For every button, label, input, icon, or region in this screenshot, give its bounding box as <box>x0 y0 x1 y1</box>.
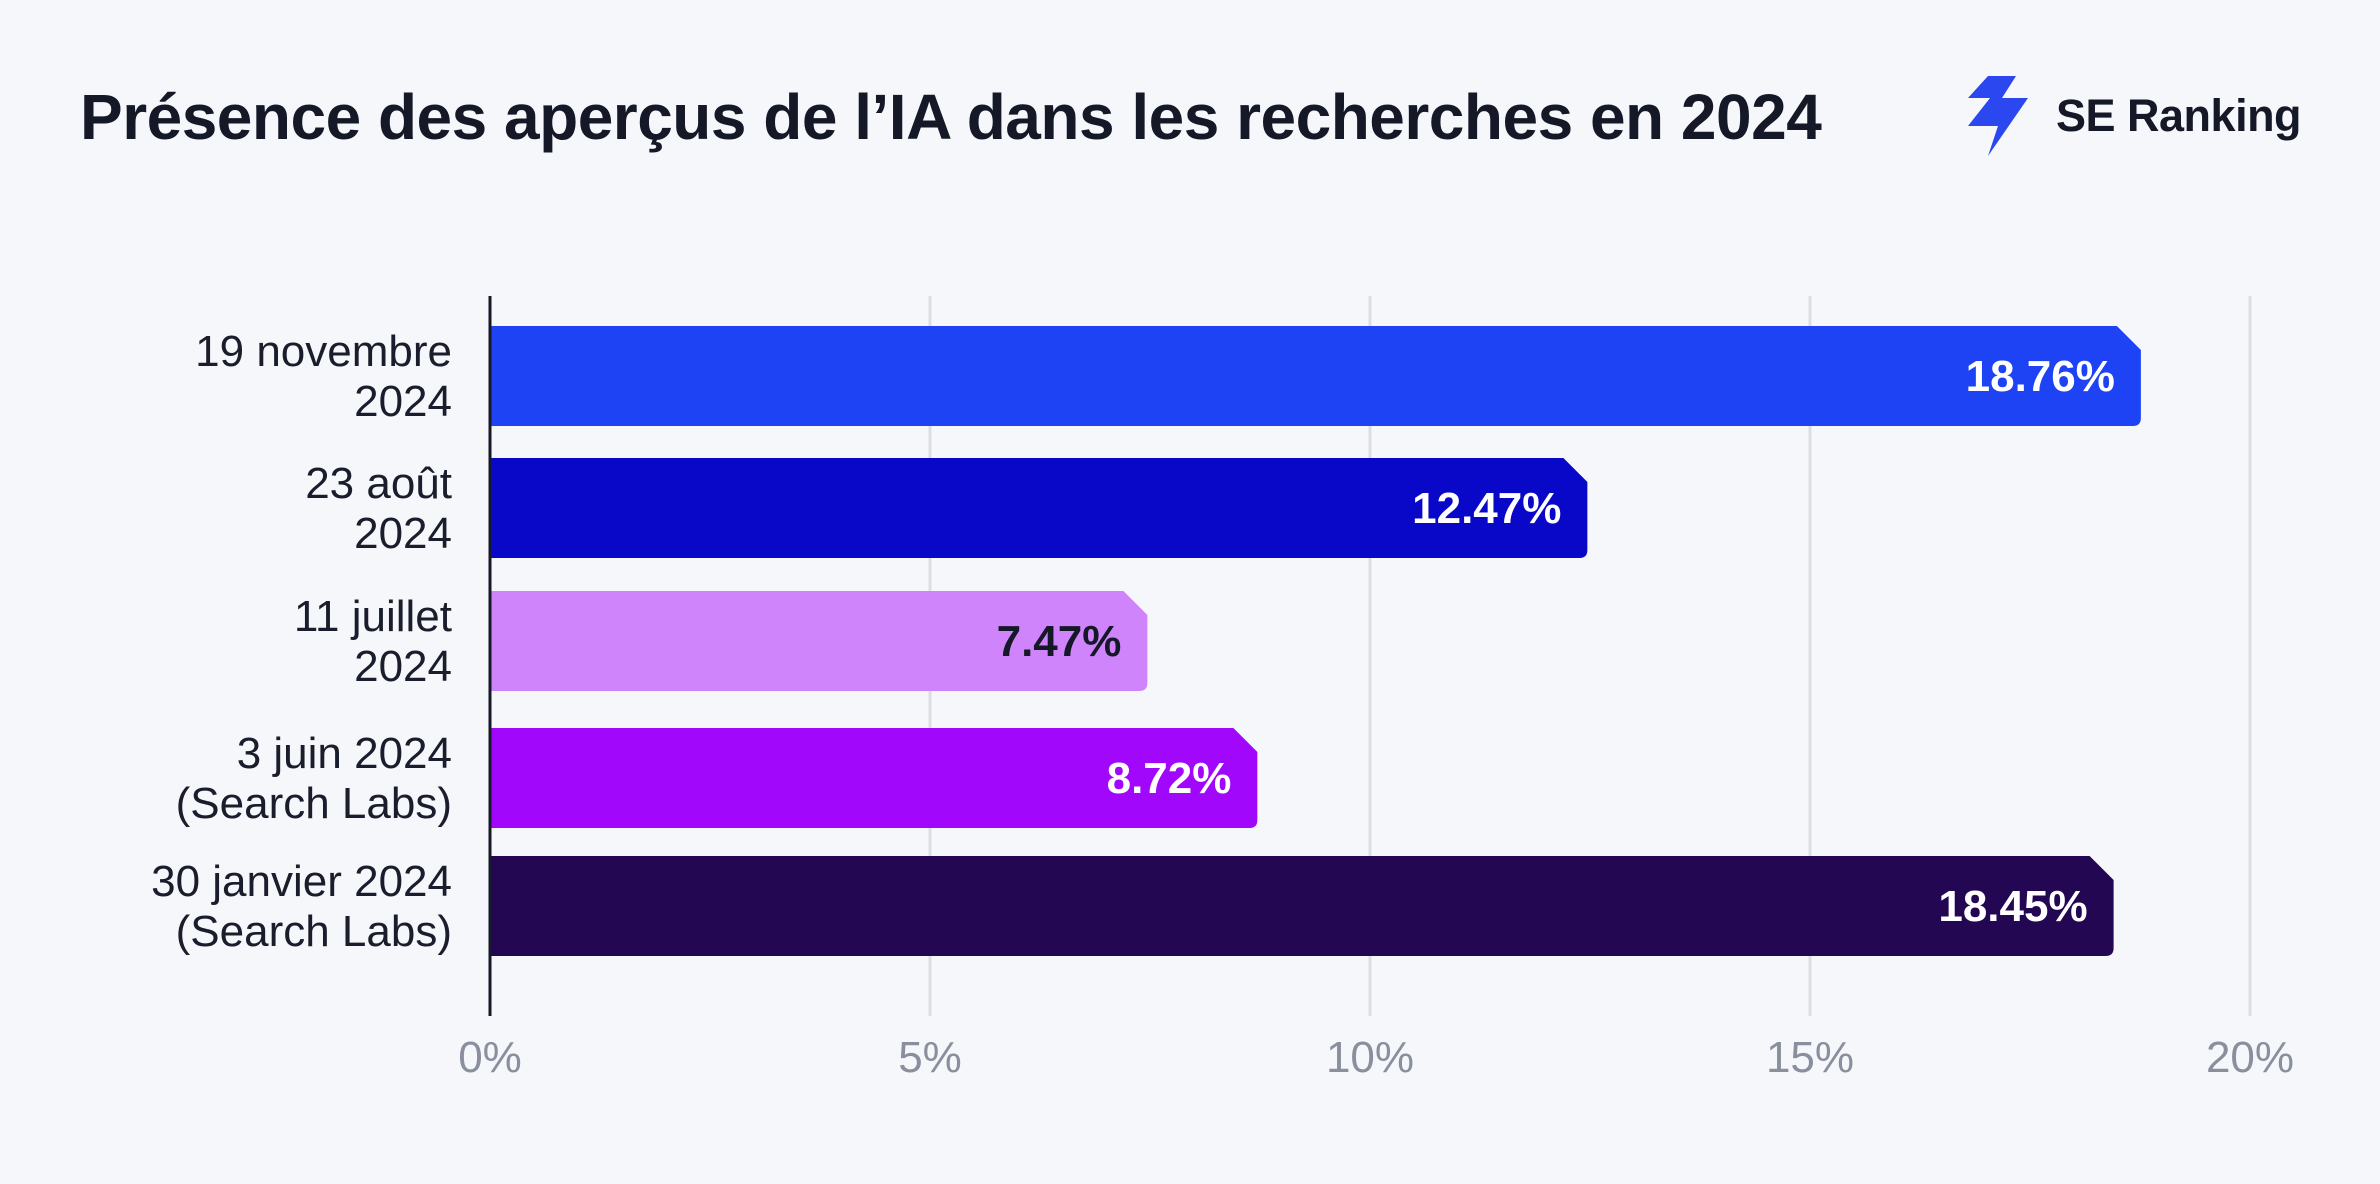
brand-name: SE Ranking <box>2056 90 2302 141</box>
category-label: 11 juillet 2024 <box>294 592 452 691</box>
x-tick-label: 0% <box>458 1033 522 1082</box>
category-label-line: 3 juin 2024 <box>237 729 452 778</box>
chart-title: Présence des aperçus de l’IA dans les re… <box>80 81 1822 153</box>
category-label: 30 janvier 2024 (Search Labs) <box>151 857 452 956</box>
x-tick-label: 10% <box>1326 1033 1414 1082</box>
x-tick-label: 5% <box>898 1033 962 1082</box>
brand-logo: SE Ranking <box>1968 76 2302 156</box>
bar-value-label: 8.72% <box>1107 754 1232 803</box>
category-label-line: (Search Labs) <box>176 779 452 828</box>
category-label-line: 2024 <box>354 509 452 558</box>
x-tick-label: 15% <box>1766 1033 1854 1082</box>
bar <box>490 591 1148 691</box>
category-label-line: 30 janvier 2024 <box>151 857 452 906</box>
bar-value-label: 7.47% <box>997 617 1122 666</box>
category-label-line: 2024 <box>354 642 452 691</box>
category-label-line: 2024 <box>354 377 452 426</box>
category-label-line: (Search Labs) <box>176 907 452 956</box>
category-label-line: 19 novembre <box>195 327 452 376</box>
se-ranking-bolt-icon <box>1968 76 2028 156</box>
category-label: 23 août 2024 <box>305 459 452 558</box>
bar-value-label: 18.76% <box>1966 352 2115 401</box>
bar <box>490 728 1258 828</box>
category-label-line: 11 juillet <box>294 592 452 641</box>
category-label: 19 novembre 2024 <box>195 327 452 426</box>
bar <box>490 326 2141 426</box>
bar <box>490 458 1588 558</box>
x-tick-label: 20% <box>2206 1033 2294 1082</box>
bar <box>490 856 2114 956</box>
bar-value-label: 12.47% <box>1412 484 1561 533</box>
category-label-line: 23 août <box>305 459 452 508</box>
bar-value-label: 18.45% <box>1938 882 2087 931</box>
category-label: 3 juin 2024 (Search Labs) <box>176 729 452 828</box>
